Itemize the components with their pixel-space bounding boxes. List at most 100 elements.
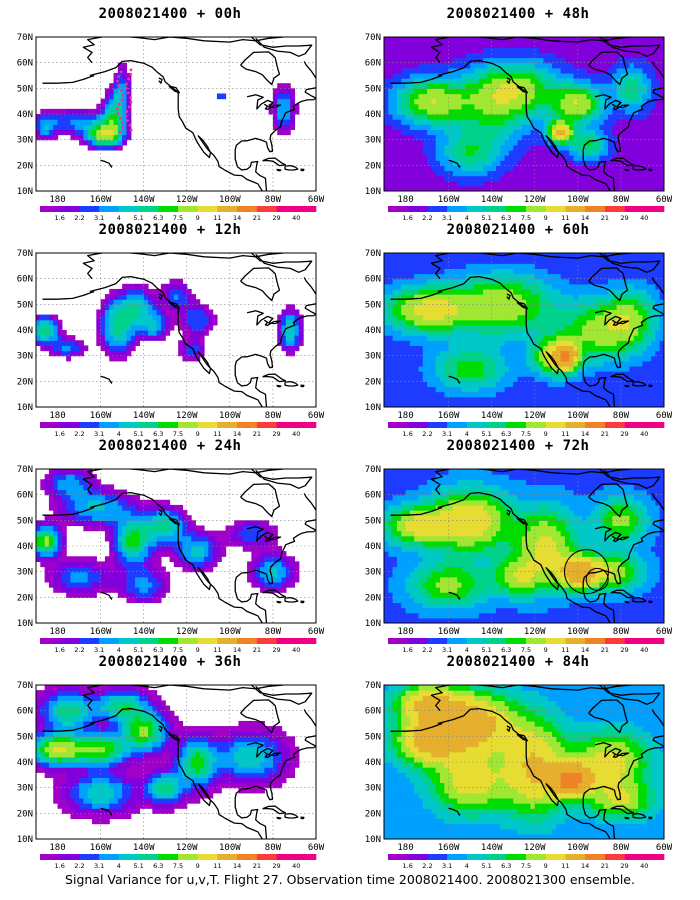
colorbar-label: 4 — [465, 214, 469, 220]
panel-title: 2008021400 + 84h — [446, 654, 590, 670]
lat-label: 40N — [365, 542, 381, 552]
flight-track — [116, 68, 133, 134]
lat-label: 60N — [17, 275, 33, 285]
colorbar-label: 11 — [213, 214, 221, 220]
coastlines — [42, 685, 316, 839]
lon-label: 180 — [397, 627, 413, 637]
colorbar-label: 2.2 — [74, 214, 84, 220]
lon-label: 80W — [265, 195, 282, 205]
colorbar-label: 40 — [292, 862, 300, 868]
lat-label: 10N — [365, 835, 381, 845]
colorbar-label: 2.2 — [74, 646, 84, 652]
lon-label: 140W — [133, 195, 155, 205]
lon-label: 80W — [613, 195, 630, 205]
lat-label: 10N — [17, 403, 33, 413]
colorbar-label: 21 — [601, 646, 609, 652]
colorbar-label: 21 — [601, 862, 609, 868]
lon-label: 60W — [308, 843, 325, 853]
colorbar: 1.6 2.2 3.1 4 5.1 6.3 7.5 9 11 14 21 29 40 — [40, 638, 317, 652]
lat-label: 40N — [365, 326, 381, 336]
lat-label: 20N — [365, 809, 381, 819]
map-panel: 2008021400 + 24h 70N 60N 50N 40N 30N 20N 10N 180… — [0, 438, 340, 652]
lat-label: 70N — [17, 249, 33, 259]
map-panel: 2008021400 + 12h 70N 60N 50N 40N 30N 20N 10N 180… — [0, 222, 340, 436]
colorbar-label: 7.5 — [521, 862, 531, 868]
grid-lines — [36, 685, 316, 839]
colorbar-label: 11 — [561, 862, 569, 868]
lon-label: 120W — [176, 843, 198, 853]
colorbar: 1.6 2.2 3.1 4 5.1 6.3 7.5 9 11 14 21 29 40 — [40, 854, 317, 868]
colorbar-label: 9 — [196, 862, 200, 868]
lat-label: 60N — [365, 275, 381, 285]
lon-label: 120W — [176, 627, 198, 637]
lat-label: 70N — [365, 33, 381, 43]
lon-label: 140W — [481, 627, 503, 637]
panel-title: 2008021400 + 00h — [98, 6, 242, 22]
colorbar-label: 14 — [581, 646, 589, 652]
lon-label: 160W — [438, 627, 460, 637]
colorbar-label: 29 — [272, 646, 280, 652]
lon-label: 100W — [567, 843, 589, 853]
colorbar-label: 40 — [640, 214, 648, 220]
colorbar-label: 40 — [640, 862, 648, 868]
lat-label: 70N — [17, 465, 33, 475]
lat-label: 30N — [17, 136, 33, 146]
grid-lines — [384, 685, 664, 839]
lat-label: 40N — [17, 326, 33, 336]
colorbar-label: 1.6 — [55, 214, 65, 220]
lon-label: 180 — [49, 627, 65, 637]
lat-label: 40N — [365, 110, 381, 120]
variance-shading — [36, 685, 300, 825]
lat-label: 50N — [365, 300, 381, 310]
colorbar: 1.6 2.2 3.1 4 5.1 6.3 7.5 9 11 14 21 29 40 — [388, 638, 665, 652]
lon-label: 140W — [133, 843, 155, 853]
colorbar-label: 11 — [561, 430, 569, 436]
lon-label: 100W — [567, 195, 589, 205]
lon-label: 140W — [481, 843, 503, 853]
panel-title: 2008021400 + 48h — [446, 6, 590, 22]
lon-label: 180 — [49, 195, 65, 205]
lat-label: 20N — [17, 593, 33, 603]
lon-label: 100W — [219, 195, 241, 205]
colorbar-label: 40 — [292, 430, 300, 436]
colorbar: 1.6 2.2 3.1 4 5.1 6.3 7.5 9 11 14 21 29 40 — [40, 422, 317, 436]
lon-label: 80W — [613, 411, 630, 421]
colorbar-label: 7.5 — [521, 430, 531, 436]
lat-label: 40N — [17, 758, 33, 768]
lat-label: 30N — [17, 352, 33, 362]
map-panel: 2008021400 + 00h 70N 60N 50N 40N 30N 20N 10N 180… — [0, 6, 340, 220]
colorbar-label: 29 — [620, 862, 628, 868]
colorbar-label: 5.1 — [133, 214, 143, 220]
colorbar-label: 1.6 — [55, 862, 65, 868]
colorbar-label: 29 — [272, 862, 280, 868]
colorbar-label: 2.2 — [422, 430, 432, 436]
map-panel: 2008021400 + 84h 70N 60N 50N 40N 30N 20N 10N 180… — [348, 654, 688, 868]
lon-label: 140W — [133, 411, 155, 421]
colorbar-label: 40 — [640, 646, 648, 652]
map-panel: 2008021400 + 48h 70N 60N 50N 40N 30N 20N 10N 180… — [348, 6, 688, 220]
colorbar-label: 5.1 — [481, 646, 491, 652]
colorbar-label: 6.3 — [153, 862, 163, 868]
lon-label: 60W — [656, 627, 673, 637]
coastlines — [42, 469, 316, 623]
lat-label: 30N — [17, 784, 33, 794]
colorbar-label: 40 — [640, 430, 648, 436]
colorbar-label: 9 — [544, 430, 548, 436]
panel-title: 2008021400 + 72h — [446, 438, 590, 454]
lon-label: 160W — [438, 195, 460, 205]
lon-label: 120W — [524, 843, 546, 853]
lon-label: 80W — [265, 627, 282, 637]
colorbar: 1.6 2.2 3.1 4 5.1 6.3 7.5 9 11 14 21 29 40 — [40, 206, 317, 220]
lat-label: 30N — [17, 568, 33, 578]
colorbar-label: 3.1 — [94, 862, 104, 868]
colorbar-label: 1.6 — [403, 214, 413, 220]
lon-label: 160W — [90, 843, 112, 853]
lon-label: 160W — [438, 843, 460, 853]
colorbar-label: 6.3 — [501, 862, 511, 868]
colorbar-label: 11 — [561, 214, 569, 220]
lon-label: 120W — [176, 195, 198, 205]
lon-label: 180 — [397, 411, 413, 421]
colorbar-label: 1.6 — [403, 862, 413, 868]
colorbar-label: 2.2 — [422, 862, 432, 868]
colorbar-label: 3.1 — [442, 430, 452, 436]
